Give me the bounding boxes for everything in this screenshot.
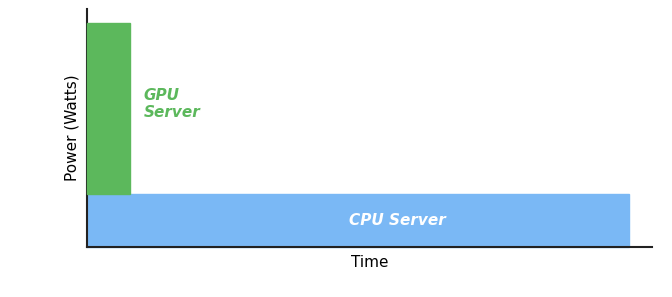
X-axis label: Time: Time [351, 255, 388, 270]
Text: CPU Server: CPU Server [349, 213, 446, 228]
Bar [87, 194, 629, 247]
Bar [87, 23, 130, 194]
Y-axis label: Power (Watts): Power (Watts) [64, 74, 79, 181]
Text: GPU
Server: GPU Server [144, 88, 200, 120]
